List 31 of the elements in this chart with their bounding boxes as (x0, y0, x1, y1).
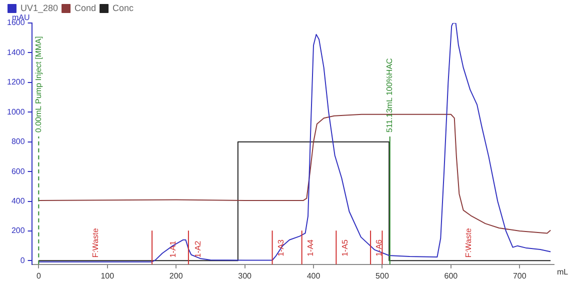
x-tick-label: 400 (306, 271, 321, 280)
ref-line-label: 0.00mL Pump Inject [MMA] (34, 36, 43, 132)
legend-label: Cond (74, 2, 96, 13)
x-tick-label: 500 (376, 271, 390, 280)
x-tick-label: 200 (169, 271, 184, 280)
y-tick-label: 600 (11, 166, 26, 176)
ref-line-label: 1-A6 (374, 238, 384, 256)
x-tick-label: 700 (512, 271, 527, 280)
y-tick-label: 1600 (7, 18, 26, 28)
x-axis-title: mL (557, 268, 569, 277)
ref-line-label: 1-A4 (306, 238, 316, 256)
y-tick-label: 0 (20, 256, 26, 265)
x-tick-label: 0 (36, 271, 42, 280)
y-tick-label: 400 (11, 196, 26, 206)
x-tick-label: 600 (444, 271, 458, 280)
legend-label: Conc (112, 2, 134, 13)
y-tick-label: 800 (11, 137, 26, 146)
ref-line-label: 1-A3 (276, 238, 286, 256)
y-tick-label: 1400 (7, 48, 26, 57)
y-tick-label: 1000 (7, 107, 26, 116)
ref-line-label: 1-A5 (340, 238, 350, 256)
annotation: F:Waste (464, 228, 473, 258)
legend-label: UV1_280 (20, 2, 58, 13)
x-tick-label: 300 (238, 271, 252, 280)
annotation: 1-A1 (168, 240, 178, 258)
x-tick-label: 100 (100, 271, 115, 280)
ref-line-label: 511.13mL 100%HAC (385, 58, 394, 132)
annotation: F:Waste (90, 228, 100, 258)
annotation: 1-A2 (193, 240, 202, 258)
y-tick-label: 1200 (7, 78, 26, 87)
y-tick-label: 200 (11, 226, 26, 236)
